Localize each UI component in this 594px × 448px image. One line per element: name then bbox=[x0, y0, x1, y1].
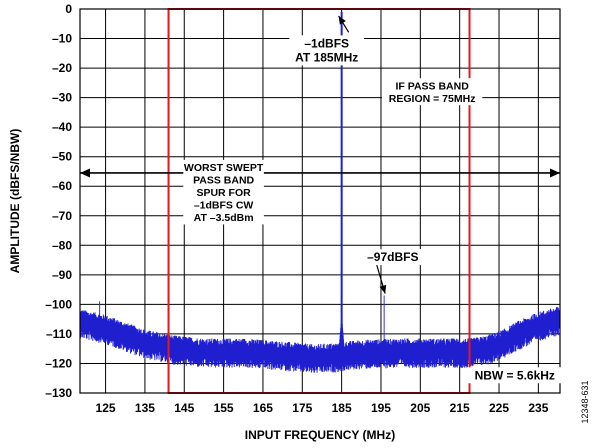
x-tick-label: 235 bbox=[528, 401, 548, 415]
annotation-background bbox=[289, 35, 364, 66]
annotation-passband: IF PASS BAND bbox=[395, 80, 469, 92]
arrow-right-icon bbox=[550, 168, 560, 178]
figure-id: 12348-631 bbox=[580, 380, 590, 423]
y-tick-label: –130 bbox=[45, 386, 72, 400]
annotation-background bbox=[183, 159, 264, 225]
y-tick-label: –110 bbox=[46, 327, 72, 341]
x-tick-label: 135 bbox=[135, 401, 155, 415]
annotation-worst_spur: WORST SWEPT bbox=[184, 162, 264, 174]
y-tick-label: –30 bbox=[52, 91, 72, 105]
x-tick-label: 145 bbox=[174, 401, 194, 415]
annotation-worst_spur: PASS BAND bbox=[193, 175, 254, 187]
y-tick-label: –90 bbox=[52, 268, 72, 282]
annotation-nbw: NBW = 5.6kHz bbox=[475, 368, 555, 382]
plot-frame bbox=[79, 8, 561, 394]
y-tick-label: –60 bbox=[52, 179, 72, 193]
x-tick-labels: 125 135 145 155 165 175 185 195 205 215 225 235 bbox=[96, 401, 549, 415]
plot-background bbox=[80, 9, 560, 393]
annotation-carrier: AT 185MHz bbox=[295, 50, 358, 64]
y-tick-label: –10 bbox=[52, 32, 72, 46]
x-tick-label: 215 bbox=[450, 401, 470, 415]
y-tick-labels: 0 –10 –20 –30 –40 –50 –60 –70 –80 –90 –100 –110 –120… bbox=[45, 2, 72, 400]
annotation-worst_spur: SPUR FOR bbox=[196, 187, 251, 199]
y-tick-label: –100 bbox=[45, 297, 72, 311]
y-tick-label: –80 bbox=[52, 238, 72, 252]
y-tick-label: –70 bbox=[52, 209, 72, 223]
arrow-left-icon bbox=[80, 168, 90, 178]
annotation-background bbox=[466, 367, 564, 384]
x-tick-label: 175 bbox=[292, 401, 312, 415]
y-tick-label: –40 bbox=[52, 120, 72, 134]
spectrum-trace-group bbox=[79, 11, 561, 373]
annotation-passband: REGION = 75MHz bbox=[389, 93, 476, 105]
y-tick-label: –50 bbox=[52, 150, 72, 164]
x-tick-label: 195 bbox=[371, 401, 391, 415]
annotation-background bbox=[381, 78, 483, 106]
y-axis-title: AMPLITUDE (dBFS/NBW) bbox=[8, 129, 22, 274]
reference-line-group bbox=[80, 168, 560, 178]
y-tick-label: –120 bbox=[45, 356, 72, 370]
annotation-worst_spur: –1dBFS CW bbox=[194, 200, 254, 212]
x-tick-label: 155 bbox=[214, 401, 234, 415]
spur-arrow-icon bbox=[379, 284, 387, 294]
x-tick-label: 125 bbox=[96, 401, 116, 415]
carrier-arrow-icon bbox=[338, 15, 346, 25]
x-tick-label: 205 bbox=[410, 401, 430, 415]
y-tick-label: –20 bbox=[52, 61, 72, 75]
x-tick-label: 165 bbox=[253, 401, 273, 415]
x-tick-label: 185 bbox=[332, 401, 352, 415]
annotation-worst_spur: AT –3.5dBm bbox=[194, 212, 254, 224]
annotation-spur: –97dBFS bbox=[367, 250, 418, 264]
annotation-carrier: –1dBFS bbox=[304, 36, 349, 50]
x-axis-title: INPUT FREQUENCY (MHz) bbox=[245, 428, 395, 442]
x-tick-label: 225 bbox=[489, 401, 509, 415]
annotation-background bbox=[362, 249, 423, 266]
y-tick-label: 0 bbox=[65, 2, 72, 16]
